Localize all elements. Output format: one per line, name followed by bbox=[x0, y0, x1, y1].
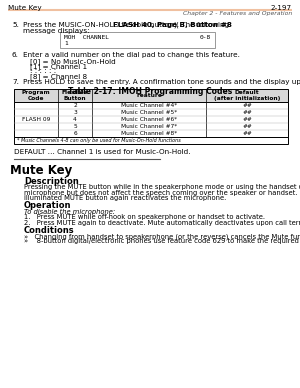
Text: [8] = Channel 8: [8] = Channel 8 bbox=[30, 73, 87, 80]
Text: 2-197: 2-197 bbox=[271, 5, 292, 11]
Text: 0-8: 0-8 bbox=[200, 35, 211, 40]
Text: Press HOLD to save the entry. A confirmation tone sounds and the display updates: Press HOLD to save the entry. A confirma… bbox=[23, 79, 300, 85]
Text: Music Channel #4*: Music Channel #4* bbox=[121, 103, 177, 108]
Text: 2: 2 bbox=[73, 103, 77, 108]
Text: ##: ## bbox=[242, 131, 252, 136]
Text: 6.: 6. bbox=[12, 52, 19, 58]
Text: Mute Key: Mute Key bbox=[8, 5, 42, 11]
Text: Table 2-17: IMOH Programming Codes: Table 2-17: IMOH Programming Codes bbox=[68, 87, 232, 96]
Text: 1: 1 bbox=[64, 41, 68, 46]
Text: illuminated MUTE button again reactivates the microphone.: illuminated MUTE button again reactivate… bbox=[24, 195, 226, 201]
Text: Music Channel #7*: Music Channel #7* bbox=[121, 124, 177, 129]
Bar bbox=[60, 32, 215, 48]
Text: »   Changing from handset to speakerphone (or the reverse) cancels the Mute func: » Changing from handset to speakerphone … bbox=[24, 233, 300, 239]
Text: Music Channel #8*: Music Channel #8* bbox=[121, 131, 177, 136]
Text: [1] = Channel 1: [1] = Channel 1 bbox=[30, 63, 87, 70]
Text: DEFAULT … Channel 1 is used for Music-On-Hold.: DEFAULT … Channel 1 is used for Music-On… bbox=[14, 149, 190, 155]
Text: ##: ## bbox=[242, 117, 252, 122]
Text: 6: 6 bbox=[73, 131, 77, 136]
Text: Conditions: Conditions bbox=[24, 226, 75, 235]
Text: 2.   Press MUTE again to deactivate. Mute automatically deactivates upon call te: 2. Press MUTE again to deactivate. Mute … bbox=[24, 220, 300, 225]
Text: [0] = No Music-On-Hold: [0] = No Music-On-Hold bbox=[30, 58, 116, 65]
Text: Music Channel #6*: Music Channel #6* bbox=[121, 117, 177, 122]
Text: Description: Description bbox=[24, 177, 79, 186]
Text: FLASH 40, Page B, Button #8: FLASH 40, Page B, Button #8 bbox=[112, 22, 231, 28]
Text: FLASH 09: FLASH 09 bbox=[22, 117, 50, 122]
Text: Program
Code: Program Code bbox=[22, 90, 50, 101]
Text: * Music Channels 4-8 can only be used for Music-On-Hold functions: * Music Channels 4-8 can only be used fo… bbox=[17, 138, 181, 143]
Text: 3: 3 bbox=[73, 110, 77, 115]
Bar bbox=[14, 102, 288, 137]
Text: 4: 4 bbox=[73, 117, 77, 122]
Text: Pressing the MUTE button while in the speakerphone mode or using the handset dis: Pressing the MUTE button while in the sp… bbox=[24, 184, 300, 190]
Text: microphone but does not affect the speech coming over the speaker or handset. Pr: microphone but does not affect the speec… bbox=[24, 189, 300, 196]
Text: 5: 5 bbox=[73, 124, 77, 129]
Text: Chapter 2 - Features and Operation: Chapter 2 - Features and Operation bbox=[183, 11, 292, 16]
Text: MOH  CHANNEL: MOH CHANNEL bbox=[64, 35, 109, 40]
Text: »    8-button digital/electronic phones use feature code 629 to make the require: » 8-button digital/electronic phones use… bbox=[24, 239, 300, 244]
Text: Default
(after initialization): Default (after initialization) bbox=[214, 90, 280, 101]
Bar bbox=[14, 89, 288, 102]
Bar bbox=[14, 137, 288, 144]
Text: message displays:: message displays: bbox=[23, 28, 90, 34]
Text: ##: ## bbox=[242, 124, 252, 129]
Text: 7.: 7. bbox=[12, 79, 19, 85]
Text: ). The following: ). The following bbox=[175, 22, 230, 28]
Text: Operation: Operation bbox=[24, 201, 71, 211]
Text: ##: ## bbox=[242, 110, 252, 115]
Text: ##: ## bbox=[242, 103, 252, 108]
Text: Mute Key: Mute Key bbox=[10, 164, 72, 177]
Text: Enter a valid number on the dial pad to change this feature.: Enter a valid number on the dial pad to … bbox=[23, 52, 240, 58]
Text: To disable the microphone:: To disable the microphone: bbox=[24, 208, 115, 215]
Text: 1.   Press MUTE while off-hook on speakerphone or handset to activate.: 1. Press MUTE while off-hook on speakerp… bbox=[24, 214, 265, 220]
Text: Music Channel #5*: Music Channel #5* bbox=[121, 110, 177, 115]
Text: : : : : : :: : : : : : : bbox=[30, 68, 56, 74]
Text: Feature: Feature bbox=[136, 93, 162, 98]
Text: Press the MUSIC-ON-HOLD flexible button (: Press the MUSIC-ON-HOLD flexible button … bbox=[23, 22, 179, 28]
Text: Flexible
Button: Flexible Button bbox=[62, 90, 88, 101]
Text: 5.: 5. bbox=[12, 22, 19, 28]
